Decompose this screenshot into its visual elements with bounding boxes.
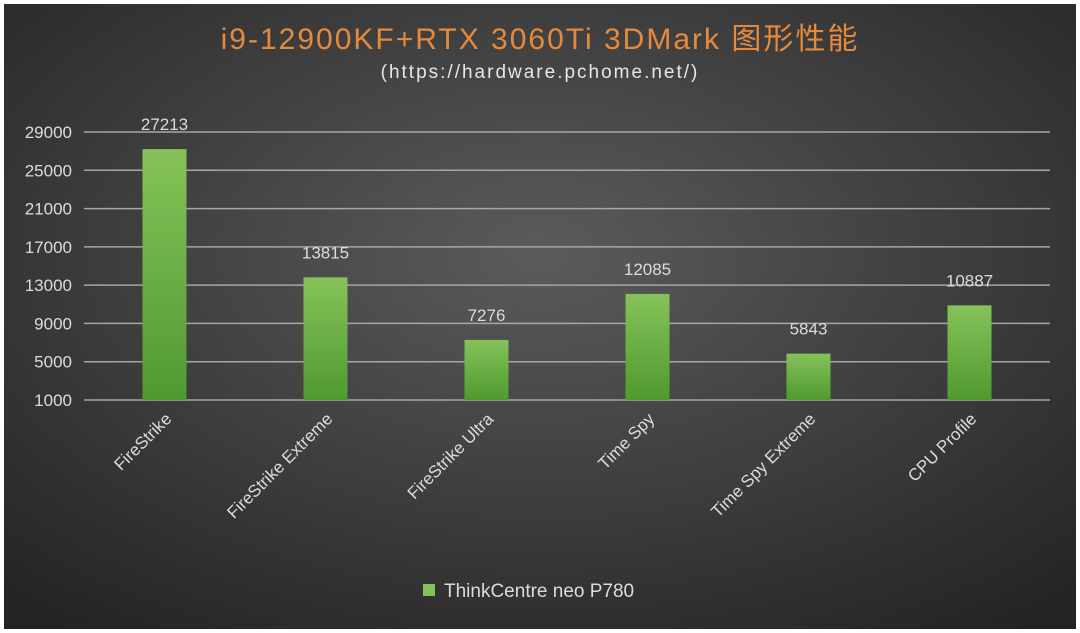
y-tick-label: 25000 [25,161,72,180]
data-label: 12085 [624,260,671,279]
data-label: 13815 [302,243,349,262]
gridlines [84,131,1050,401]
y-tick-label: 5000 [34,353,72,372]
chart-subtitle: (https://hardware.pchome.net/) [381,62,700,83]
y-tick-label: 21000 [25,200,72,219]
data-label: 5843 [790,320,828,339]
data-label: 27213 [141,115,188,134]
bar [464,339,509,400]
y-tick-label: 13000 [25,276,72,295]
data-label: 10887 [946,271,993,290]
y-tick-label: 9000 [34,314,72,333]
chart-title: i9-12900KF+RTX 3060Ti 3DMark 图形性能 [221,23,860,56]
legend-label: ThinkCentre neo P780 [444,581,634,602]
y-axis-ticks: 1000 5000 9000 13000 17000 21000 25000 29000 [25,123,72,410]
y-tick-label: 29000 [25,123,72,142]
data-label: 7276 [468,306,506,325]
bar [786,353,831,400]
legend: ThinkCentre neo P780 [423,581,634,602]
data-labels: 27213 13815 7276 12085 5843 10887 [141,115,993,339]
bar [142,149,187,400]
bar [625,293,670,400]
y-tick-label: 17000 [25,238,72,257]
y-tick-label: 1000 [34,391,72,410]
bar [303,277,348,400]
legend-swatch [423,584,435,596]
bars [142,149,992,400]
bar [947,305,992,400]
